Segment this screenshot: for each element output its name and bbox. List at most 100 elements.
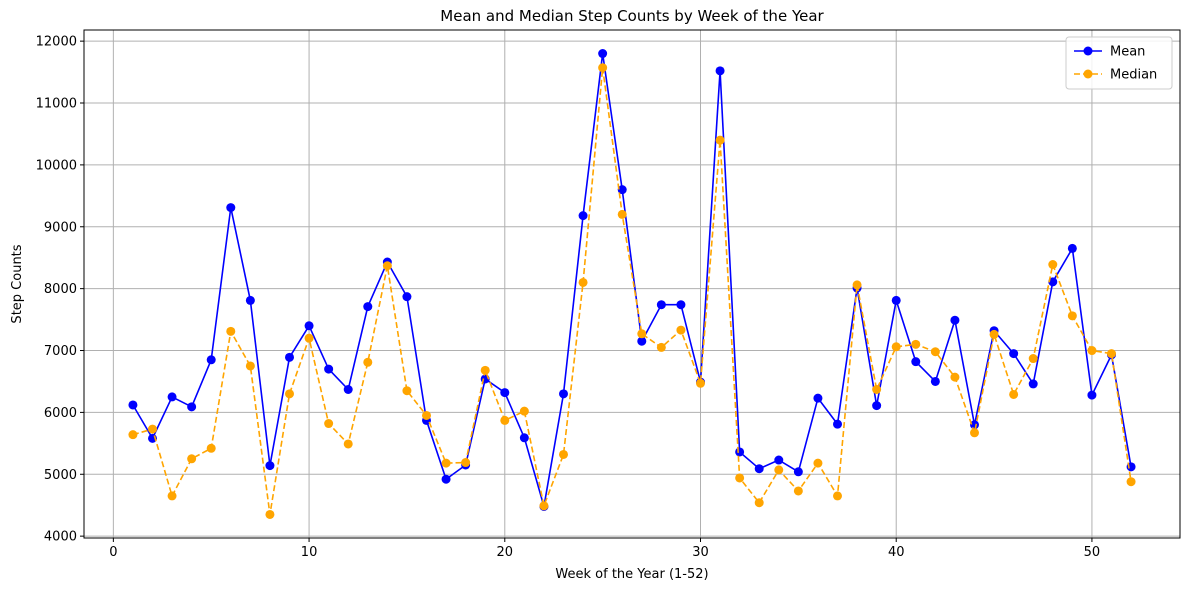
median-point	[402, 386, 412, 396]
median-point	[1028, 354, 1038, 364]
median-point	[422, 410, 431, 420]
mean-point	[833, 419, 842, 429]
median-point	[324, 419, 334, 429]
y-tick-label: 11000	[36, 97, 77, 112]
mean-point	[813, 393, 823, 403]
mean-point	[324, 364, 334, 374]
chart-title: Mean and Median Step Counts by Week of t…	[440, 7, 824, 25]
mean-point	[715, 66, 725, 76]
y-axis-title: Step Counts	[10, 244, 25, 323]
median-point	[148, 424, 157, 434]
median-point	[382, 261, 392, 271]
median-point	[500, 415, 510, 425]
median-point	[656, 342, 666, 352]
mean-point	[304, 321, 314, 331]
mean-point	[559, 389, 568, 399]
median-point	[1107, 349, 1116, 359]
mean-point	[1009, 349, 1019, 359]
mean-point	[793, 467, 803, 477]
y-tick-label: 5000	[44, 468, 77, 483]
median-point	[793, 486, 803, 496]
median-point	[833, 491, 842, 501]
mean-point	[637, 336, 647, 346]
mean-point	[930, 376, 940, 386]
mean-point	[891, 295, 901, 305]
y-tick-label: 7000	[44, 344, 77, 359]
x-tick-label: 30	[692, 545, 709, 560]
mean-point	[285, 352, 294, 362]
mean-point	[265, 461, 275, 471]
x-axis: 0 10 20 30 40 50	[109, 538, 1100, 560]
legend: Mean Median	[1065, 36, 1173, 90]
median-point	[774, 465, 784, 475]
mean-point	[363, 302, 373, 312]
mean-point	[774, 455, 784, 465]
median-point	[1048, 260, 1058, 270]
legend-mean-marker	[1083, 46, 1093, 56]
median-point	[617, 209, 627, 219]
mean-point	[206, 355, 216, 365]
series-median	[128, 63, 1136, 519]
median-point	[539, 501, 549, 511]
median-point	[735, 473, 745, 483]
median-point	[461, 458, 471, 468]
mean-point	[187, 402, 197, 412]
mean-point	[598, 49, 608, 59]
median-point	[226, 326, 236, 336]
median-point	[715, 135, 725, 145]
median-point	[1087, 346, 1097, 356]
mean-point	[402, 292, 412, 302]
mean-point	[1028, 379, 1038, 389]
mean-point	[167, 392, 177, 402]
median-point	[950, 372, 960, 382]
median-point	[696, 378, 705, 388]
y-tick-label: 9000	[44, 220, 77, 235]
y-tick-label: 10000	[36, 158, 77, 173]
median-point	[519, 406, 529, 416]
median-point	[1009, 389, 1019, 399]
median-point	[343, 439, 353, 449]
median-point	[187, 454, 197, 464]
y-tick-label: 6000	[44, 406, 77, 421]
mean-point	[500, 388, 510, 398]
median-point	[1126, 477, 1136, 487]
median-point	[167, 491, 177, 501]
median-point	[206, 443, 216, 453]
mean-point	[441, 474, 451, 484]
x-axis-title: Week of the Year (1-52)	[555, 567, 708, 582]
median-point	[930, 347, 940, 357]
x-tick-label: 40	[888, 545, 905, 560]
y-axis: 4000 5000 6000 7000 8000 9000 10000 11000 12000	[36, 35, 84, 545]
median-point	[970, 428, 979, 438]
mean-point	[754, 464, 764, 474]
plot-area	[84, 30, 1180, 538]
median-line	[132, 66, 1132, 516]
mean-point	[578, 211, 588, 221]
median-point	[285, 389, 294, 399]
median-point	[813, 458, 823, 468]
median-point	[128, 430, 138, 440]
y-tick-label: 4000	[44, 530, 77, 545]
mean-point	[950, 315, 960, 325]
gridlines	[84, 30, 1180, 538]
mean-line	[132, 52, 1132, 508]
x-tick-label: 0	[109, 545, 117, 560]
x-tick-label: 10	[301, 545, 318, 560]
median-point	[441, 458, 451, 468]
mean-point	[128, 400, 138, 410]
median-point	[891, 342, 901, 352]
series-layer	[128, 49, 1136, 519]
legend-mean-label: Mean	[1110, 45, 1145, 60]
mean-point	[1087, 390, 1097, 400]
median-point	[754, 498, 764, 508]
y-tick-label: 8000	[44, 282, 77, 297]
mean-point	[245, 295, 255, 305]
mean-point	[735, 447, 745, 457]
mean-point	[970, 420, 979, 430]
median-point	[304, 333, 314, 343]
legend-box	[1065, 36, 1173, 90]
mean-point	[676, 300, 686, 310]
mean-point	[343, 384, 353, 394]
y-tick-label: 12000	[36, 35, 77, 50]
